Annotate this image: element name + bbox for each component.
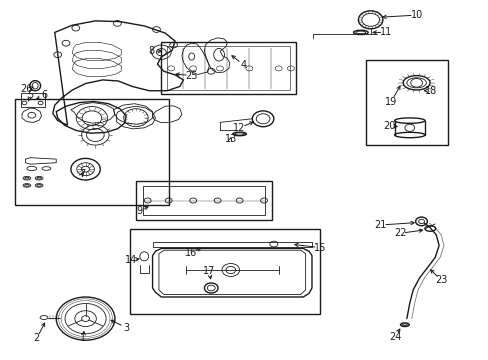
- Text: 4: 4: [240, 60, 246, 70]
- Text: 20: 20: [382, 121, 395, 131]
- Text: 8: 8: [148, 46, 154, 56]
- Bar: [167, 46, 289, 90]
- Text: 22: 22: [393, 228, 406, 238]
- Bar: [136, 181, 271, 220]
- Bar: [15, 99, 168, 205]
- Text: 11: 11: [379, 27, 392, 37]
- Bar: [365, 60, 447, 145]
- Text: 25: 25: [185, 71, 198, 81]
- Text: 17: 17: [203, 266, 215, 276]
- Text: 18: 18: [424, 86, 437, 96]
- Text: 9: 9: [136, 206, 142, 216]
- Text: 5: 5: [27, 90, 33, 100]
- Text: 24: 24: [388, 332, 401, 342]
- Text: 14: 14: [124, 255, 137, 265]
- Text: 3: 3: [123, 323, 129, 333]
- Bar: [161, 42, 295, 94]
- Bar: [143, 186, 264, 215]
- Text: 16: 16: [184, 248, 197, 258]
- Text: 12: 12: [233, 123, 245, 133]
- Text: 21: 21: [373, 220, 386, 230]
- Text: 26: 26: [20, 84, 33, 94]
- Text: 7: 7: [79, 168, 85, 179]
- Bar: [129, 229, 320, 314]
- Text: 23: 23: [434, 275, 447, 285]
- Text: 19: 19: [384, 96, 397, 107]
- Text: 6: 6: [41, 90, 47, 100]
- Text: 1: 1: [80, 333, 86, 343]
- Bar: [20, 93, 45, 107]
- Text: 15: 15: [313, 243, 326, 253]
- Text: 10: 10: [409, 10, 422, 20]
- Text: 13: 13: [224, 134, 237, 144]
- Text: 2: 2: [34, 333, 40, 343]
